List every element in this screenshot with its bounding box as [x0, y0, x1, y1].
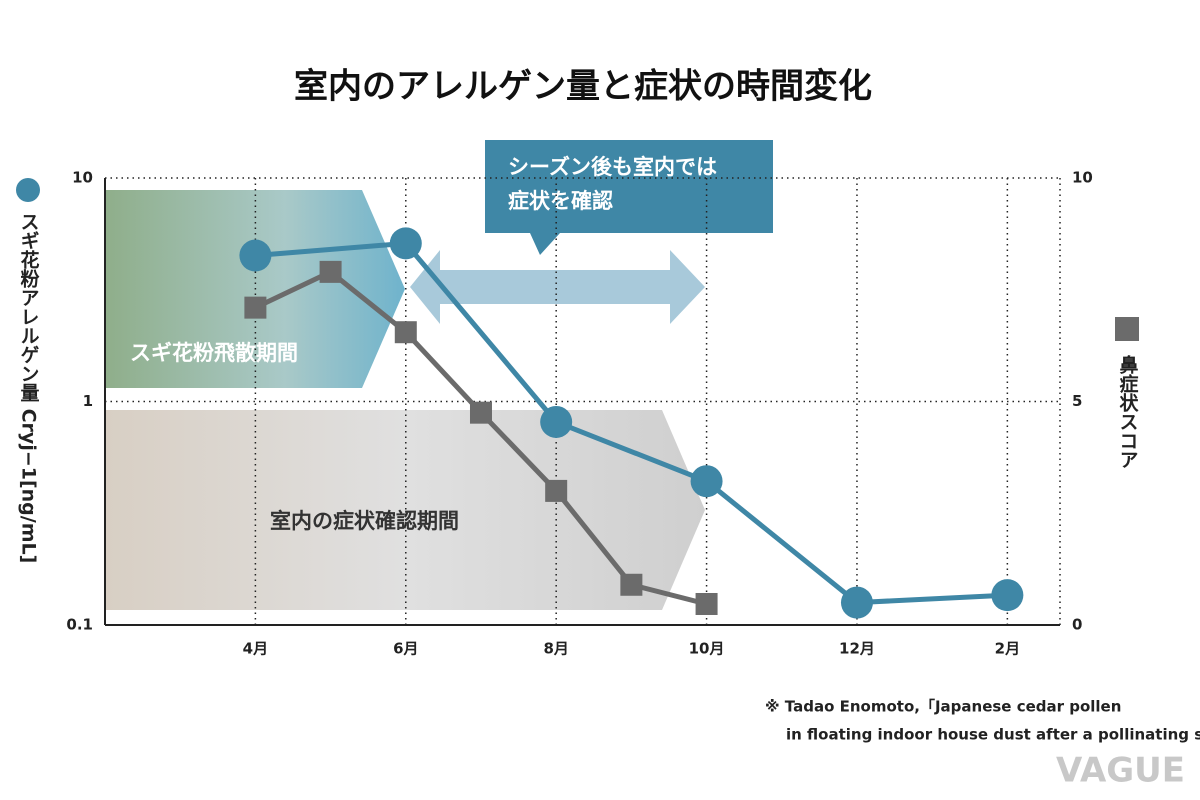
- marker: [695, 592, 718, 615]
- source: in floating indoor house dust after a po…: [786, 726, 1200, 744]
- chart-title: 室内のアレルゲン量と症状の時間変化: [294, 67, 872, 107]
- marker: [545, 479, 568, 502]
- legend-marker: [16, 178, 40, 202]
- y-tick-label: 0.1: [66, 616, 93, 634]
- x-tick-label: 10月: [689, 640, 725, 658]
- legend-label: 鼻症状スコア: [1117, 354, 1139, 469]
- annotation: シーズン後も室内では: [508, 155, 717, 179]
- x-tick-label: 2月: [995, 640, 1020, 658]
- logo: VAGUE: [1056, 751, 1185, 791]
- marker: [239, 239, 272, 272]
- source: ※ Tadao Enomoto,「Japanese cedar pollen: [765, 698, 1121, 716]
- series-line: [255, 240, 1008, 606]
- marker: [690, 465, 723, 498]
- marker: [840, 586, 873, 619]
- y2-tick-label: 5: [1072, 392, 1082, 410]
- annotation: 症状を確認: [508, 189, 613, 213]
- marker: [469, 401, 492, 424]
- marker: [244, 296, 267, 319]
- callout-box: [485, 140, 773, 255]
- y-tick-label: 1: [83, 392, 93, 410]
- marker: [394, 321, 417, 344]
- marker: [319, 260, 342, 283]
- annotation: 室内の症状確認期間: [270, 509, 459, 533]
- x-tick-label: 6月: [393, 640, 418, 658]
- legend-marker: [1115, 317, 1139, 341]
- double-arrow: [410, 250, 705, 324]
- marker: [389, 227, 422, 260]
- x-tick-label: 4月: [243, 640, 268, 658]
- marker: [991, 579, 1024, 612]
- marker: [540, 405, 573, 438]
- y2-tick-label: 0: [1072, 616, 1082, 634]
- legend-label: スギ花粉アレルゲン量 Cryj−1[ng/mL]: [18, 212, 40, 563]
- y2-tick-label: 10: [1072, 169, 1093, 187]
- period-bands: [105, 140, 773, 610]
- x-tick-label: 12月: [839, 640, 875, 658]
- marker: [620, 573, 643, 596]
- annotation: スギ花粉飛散期間: [130, 341, 298, 365]
- y-tick-label: 10: [72, 169, 93, 187]
- x-tick-label: 8月: [543, 640, 568, 658]
